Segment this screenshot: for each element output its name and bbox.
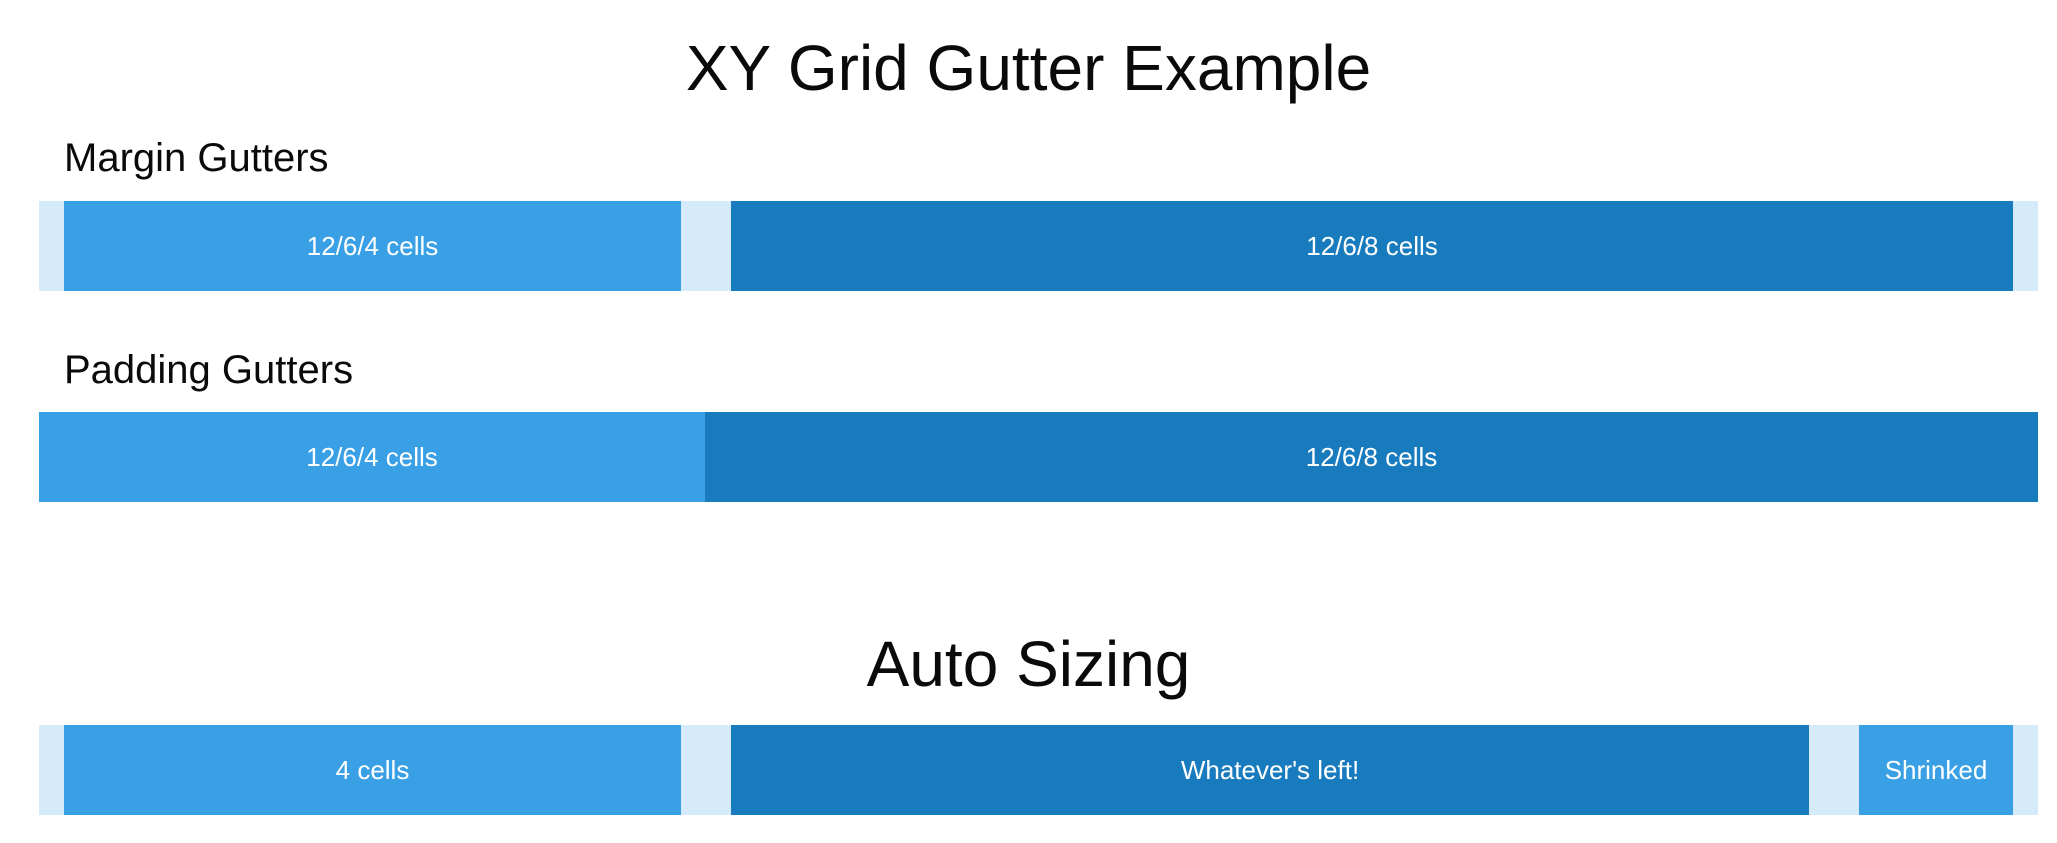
- margin-gutters-heading: Margin Gutters: [64, 136, 329, 180]
- auto-cell-shrink: Shrinked: [1859, 725, 2013, 815]
- padding-cell-large: 12/6/8 cells: [705, 412, 2038, 502]
- auto-sizing-grid: 4 cells Whatever's left! Shrinked: [39, 725, 2038, 815]
- padding-gutters-heading: Padding Gutters: [64, 348, 354, 392]
- auto-sizing-heading: Auto Sizing: [866, 628, 1191, 700]
- margin-cell-large: 12/6/8 cells: [731, 201, 2013, 291]
- margin-gutters-grid: 12/6/4 cells 12/6/8 cells: [39, 201, 2038, 291]
- auto-cell-fixed: 4 cells: [64, 725, 681, 815]
- margin-cell-small: 12/6/4 cells: [64, 201, 681, 291]
- page-title: XY Grid Gutter Example: [685, 32, 1372, 104]
- padding-gutters-grid: 12/6/4 cells 12/6/8 cells: [39, 412, 2038, 502]
- auto-cell-auto: Whatever's left!: [731, 725, 1809, 815]
- padding-cell-small: 12/6/4 cells: [39, 412, 705, 502]
